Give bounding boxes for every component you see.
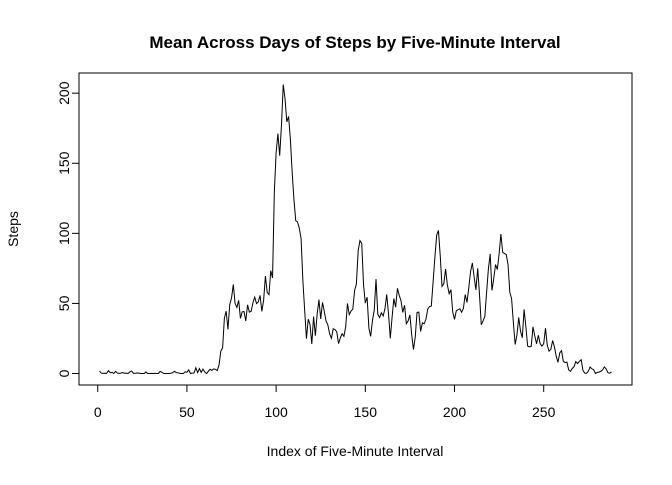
x-tick-label: 200 — [443, 404, 467, 420]
y-axis-label: Steps — [5, 211, 21, 247]
y-tick-label: 0 — [56, 369, 72, 377]
y-tick-label: 200 — [56, 81, 72, 105]
y-tick-label: 50 — [56, 295, 72, 311]
x-tick-label: 0 — [94, 404, 102, 420]
series-line — [99, 84, 612, 375]
y-tick-label: 150 — [56, 151, 72, 175]
x-axis-label: Index of Five-Minute Interval — [267, 443, 444, 459]
chart-title: Mean Across Days of Steps by Five-Minute… — [149, 33, 560, 52]
plot-box — [78, 72, 633, 386]
x-tick-label: 150 — [354, 404, 378, 420]
x-tick-label: 100 — [264, 404, 288, 420]
y-tick-label: 100 — [56, 221, 72, 245]
x-tick-label: 50 — [179, 404, 195, 420]
x-tick-label: 250 — [532, 404, 556, 420]
